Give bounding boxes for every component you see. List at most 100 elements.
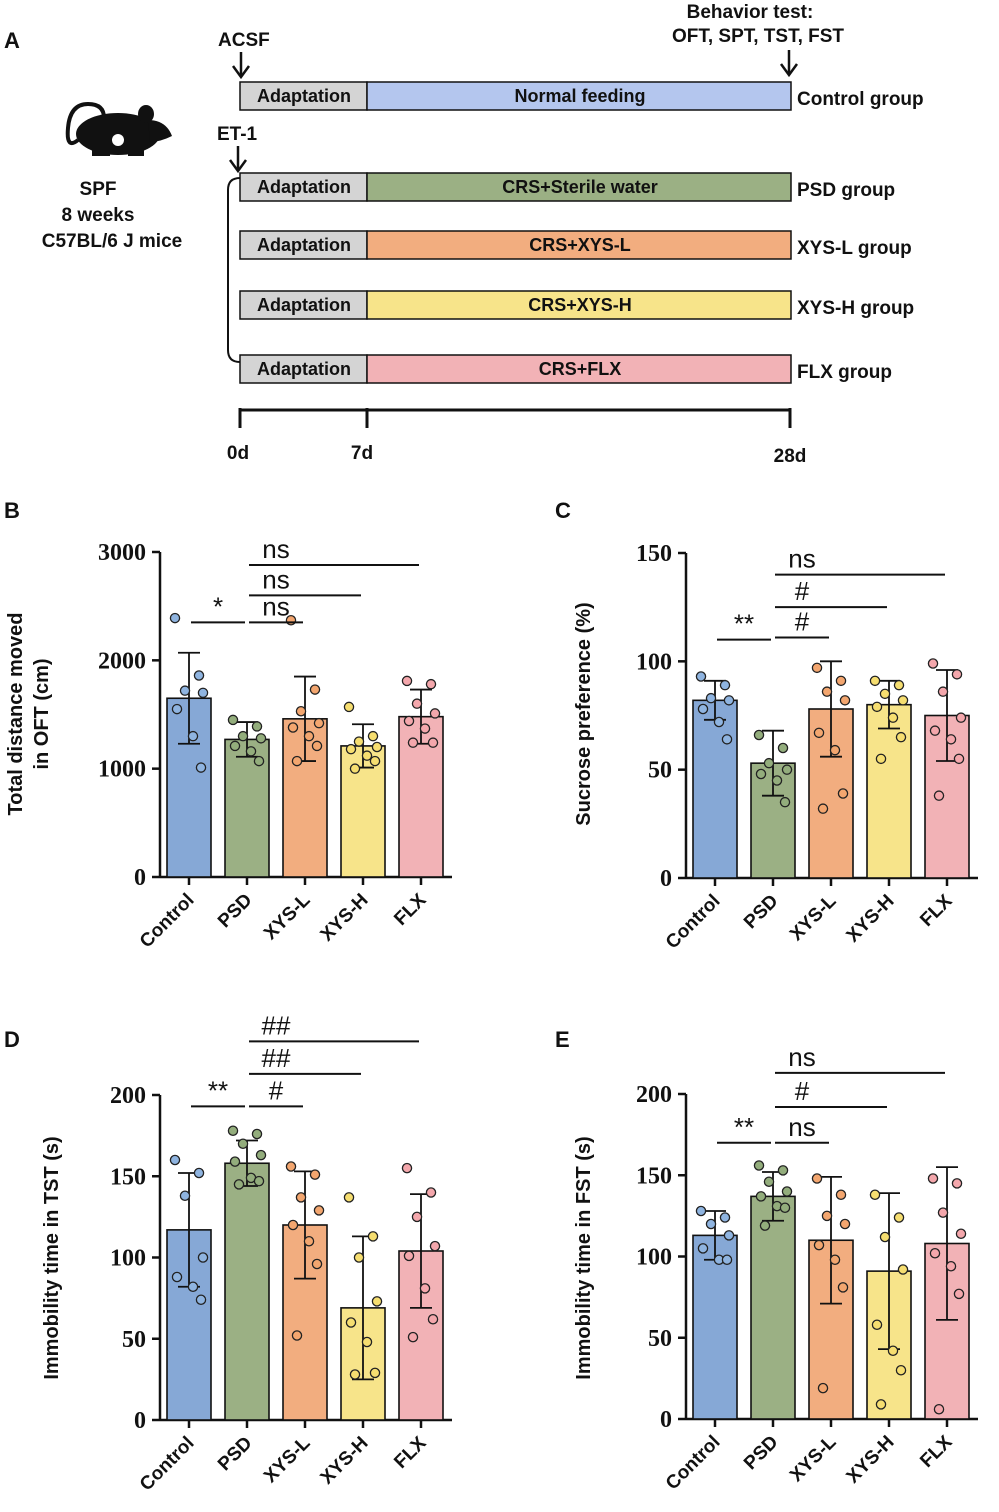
data-point (353, 736, 365, 747)
data-point (229, 740, 241, 752)
x-tick-label: XYS-L (260, 889, 315, 944)
data-point (237, 730, 249, 742)
panel-label-e: E (555, 1027, 570, 1052)
significance-label: ** (734, 609, 754, 639)
data-point (777, 742, 789, 754)
data-point (705, 692, 717, 704)
x-tick-label: XYS-H (317, 890, 373, 946)
data-point (821, 1210, 833, 1222)
data-point (719, 1212, 731, 1223)
data-point (311, 1258, 323, 1270)
data-point (229, 1156, 241, 1167)
data-point (195, 762, 207, 773)
data-point (179, 685, 191, 696)
bar (692, 699, 738, 879)
data-point (697, 703, 709, 715)
group-label: FLX group (797, 362, 892, 383)
significance-label: ## (262, 1010, 291, 1040)
data-point (695, 1205, 707, 1217)
data-point (927, 1173, 939, 1184)
data-point (429, 1240, 441, 1252)
chart-e: 0 50 100 150 200 Immobility time in FST (s) Co… (573, 1042, 978, 1494)
data-point (169, 1154, 181, 1166)
significance-label: ns (262, 534, 289, 564)
data-point (811, 1173, 823, 1184)
data-point (291, 1330, 303, 1341)
data-point (837, 1282, 849, 1293)
data-point (755, 768, 767, 780)
adaptation-label: Adaptation (257, 359, 351, 379)
acsf-label: ACSF (218, 30, 270, 51)
data-point (953, 753, 965, 765)
x-tick-label: FLX (390, 889, 430, 929)
y-tick-label: 200 (110, 1083, 146, 1109)
data-point (369, 755, 381, 767)
data-point (427, 737, 439, 748)
data-point (407, 737, 419, 748)
data-point (763, 1176, 775, 1188)
significance-label: # (269, 1075, 284, 1105)
x-tick-label: XYS-L (786, 890, 841, 945)
data-point (839, 695, 851, 706)
x-tick-label: FLX (390, 1432, 430, 1472)
data-point (951, 1178, 963, 1189)
data-point (407, 1331, 419, 1343)
x-tick-label: PSD (740, 891, 782, 933)
data-point (303, 730, 315, 742)
adaptation-box (239, 81, 368, 111)
y-tick-label: 50 (648, 758, 672, 784)
data-point (411, 698, 423, 709)
data-point (285, 1161, 297, 1172)
data-point (895, 731, 907, 743)
data-point (295, 1192, 307, 1203)
data-point (821, 686, 833, 697)
group-bracket (227, 177, 241, 363)
data-point (695, 671, 707, 682)
tick-0d: 0d (227, 443, 249, 464)
adaptation-box (239, 230, 368, 260)
data-point (295, 706, 307, 717)
x-tick-label: XYS-H (843, 891, 899, 947)
data-point (255, 733, 267, 744)
data-point (929, 1248, 941, 1259)
behavior-arrow (779, 50, 799, 78)
significance-label: ## (262, 1043, 291, 1073)
data-point (197, 687, 209, 699)
data-point (955, 1228, 967, 1240)
data-point (721, 1254, 733, 1266)
data-point (869, 1189, 881, 1201)
bar (224, 1162, 270, 1421)
data-point (771, 775, 783, 786)
data-point (311, 740, 323, 752)
data-point (829, 1254, 841, 1266)
mouse-line-1: SPF (80, 179, 117, 200)
data-point (179, 1190, 191, 1202)
data-point (193, 670, 205, 681)
data-point (197, 1252, 209, 1263)
data-point (753, 729, 765, 741)
x-tick-label: FLX (916, 890, 956, 930)
y-tick-label: 0 (660, 866, 672, 892)
treatment-label: Normal feeding (514, 86, 645, 106)
data-point (425, 678, 437, 690)
panel-label-d: D (4, 1027, 20, 1052)
chart-b: 0 1000 2000 3000 Total distance moved in OFT … (5, 534, 452, 952)
data-point (893, 679, 905, 691)
data-point (813, 1239, 825, 1251)
y-tick-label: 100 (636, 1245, 672, 1271)
data-point (343, 701, 355, 713)
data-point (933, 790, 945, 801)
data-point (345, 743, 357, 755)
y-tick-label: 0 (134, 865, 146, 891)
x-tick-label: Control (662, 891, 725, 954)
significance-label: ** (734, 1112, 754, 1142)
data-point (251, 721, 263, 732)
data-point (879, 1231, 891, 1243)
adaptation-label: Adaptation (257, 295, 351, 315)
panel-label-a: A (4, 28, 20, 53)
data-point (187, 1281, 199, 1293)
data-point (287, 722, 299, 733)
adaptation-label: Adaptation (257, 86, 351, 106)
data-point (401, 675, 413, 687)
data-point (871, 1319, 883, 1331)
